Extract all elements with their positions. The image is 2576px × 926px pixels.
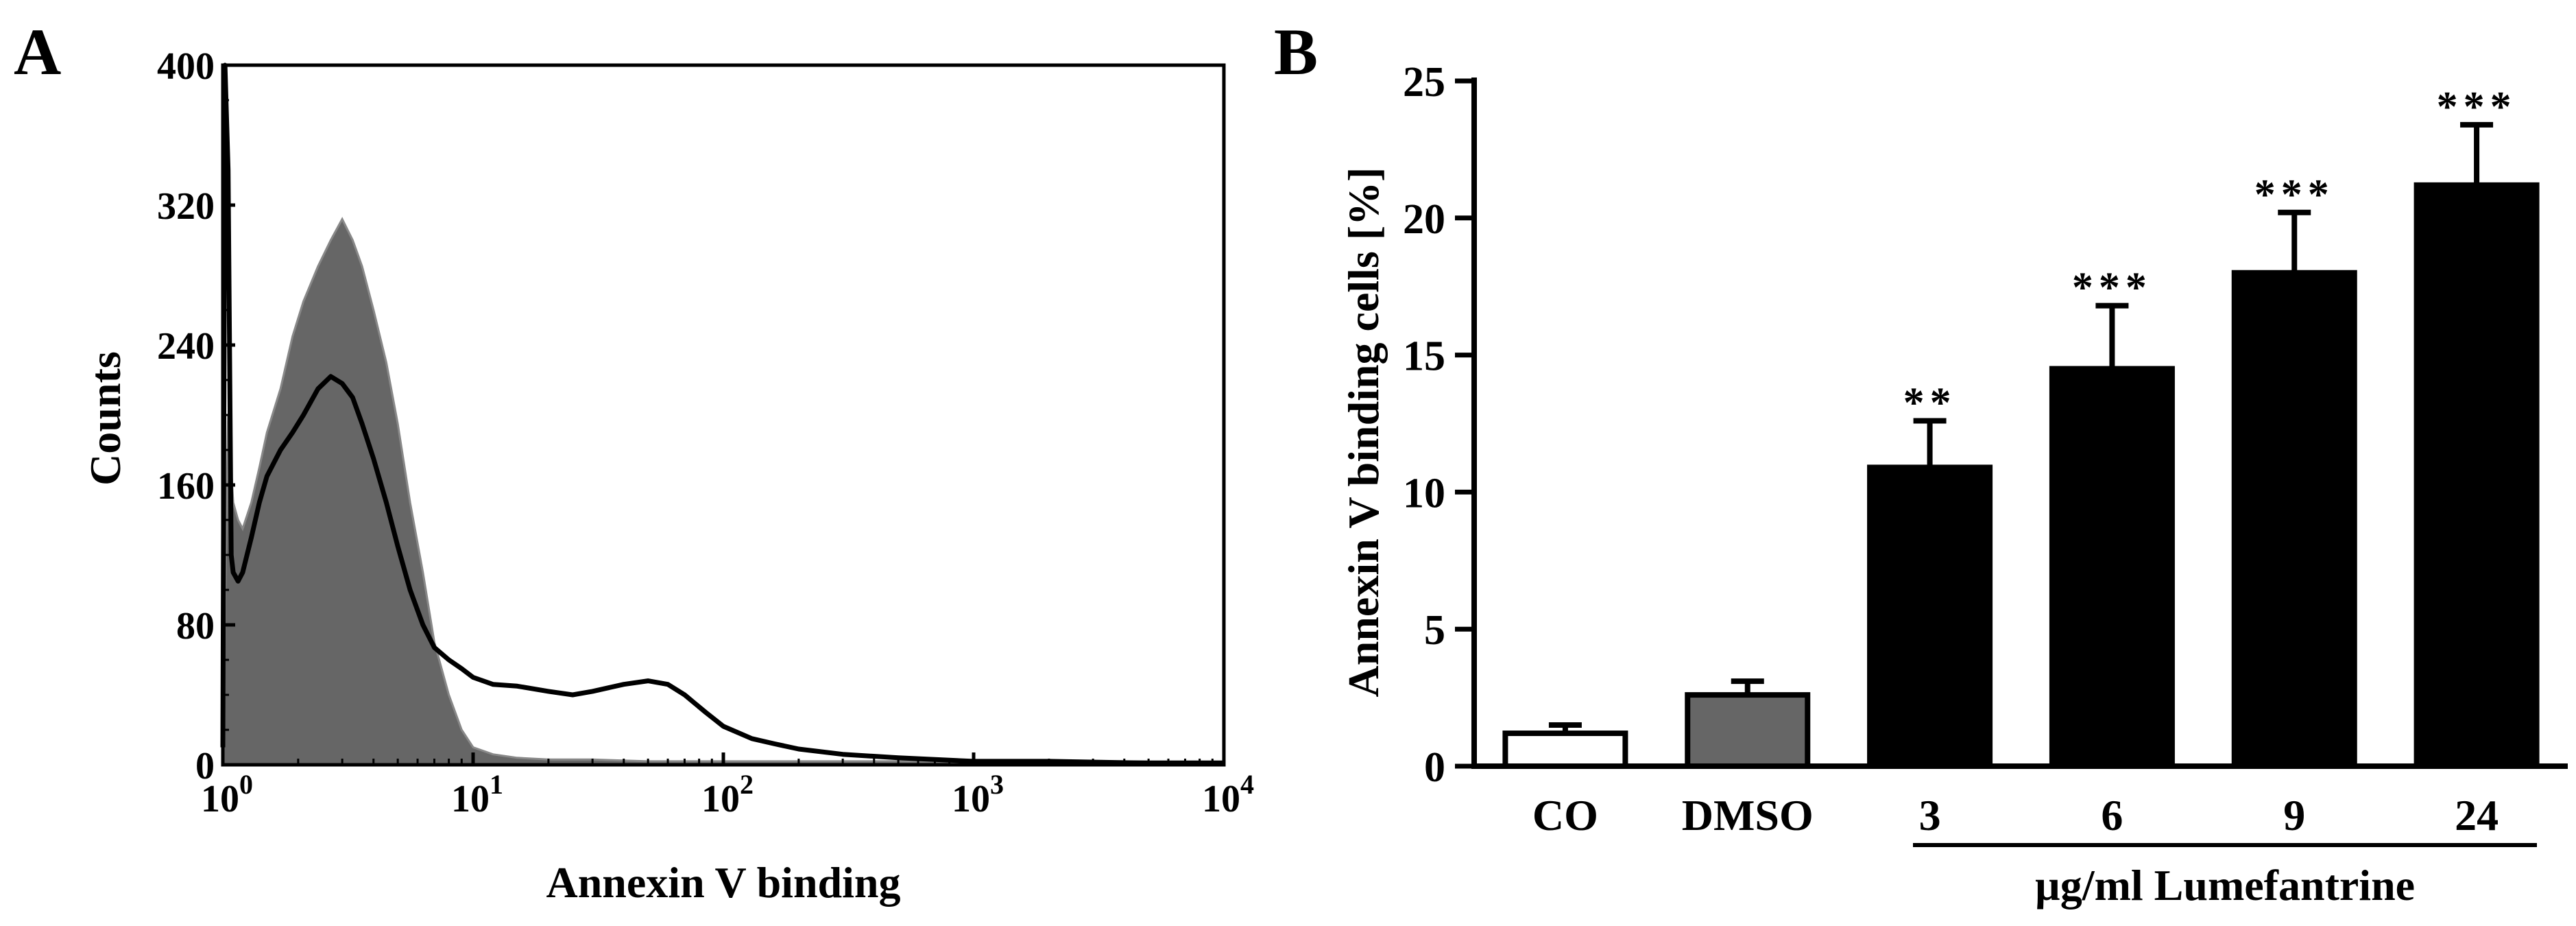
bar-y-tick-label: 0 <box>1424 744 1445 791</box>
x-category-label: CO <box>1532 791 1598 840</box>
y-tick-label: 80 <box>176 605 215 648</box>
filled-histogram-series <box>221 217 1225 766</box>
bar-y-tick-label: 25 <box>1403 59 1445 106</box>
panel-letter-a: A <box>14 15 61 88</box>
bar <box>2231 270 2357 770</box>
x-category-label: 3 <box>1919 791 1941 840</box>
group-label: µg/ml Lumefantrine <box>2035 861 2415 910</box>
bar-plot-area: *********** <box>1502 84 2540 770</box>
bar-y-tick-label: 10 <box>1403 470 1445 517</box>
significance-label: *** <box>2254 171 2335 218</box>
significance-label: ** <box>1903 380 1957 427</box>
y-tick-label: 240 <box>157 325 215 368</box>
histogram-x-axis-title: Annexin V binding <box>546 858 900 907</box>
bar-y-tick-label: 20 <box>1403 196 1445 243</box>
y-tick-label: 160 <box>157 465 215 508</box>
bar <box>2414 182 2540 769</box>
x-tick-label: 104 <box>1202 769 1254 820</box>
x-category-label: 9 <box>2283 791 2305 840</box>
x-tick-label: 102 <box>701 769 754 820</box>
bar <box>1685 692 1811 769</box>
x-category-label: 6 <box>2101 791 2123 840</box>
panel-letter-b: B <box>1274 15 1318 88</box>
x-tick-label: 103 <box>952 769 1004 820</box>
bar <box>1867 464 1993 769</box>
y-tick-label: 320 <box>157 185 215 228</box>
x-category-label: 24 <box>2455 791 2499 840</box>
significance-label: *** <box>2437 84 2517 130</box>
x-tick-label: 101 <box>451 769 503 820</box>
bar-y-tick-label: 15 <box>1403 333 1445 380</box>
histogram-x-axis: 100 101 102 103 104 <box>201 752 1254 820</box>
histogram-y-axis: 0 80 160 240 320 400 <box>157 45 235 787</box>
bar-y-axis-title: Annexin V binding cells [%] <box>1339 167 1388 698</box>
x-tick-label: 100 <box>201 769 253 820</box>
bar-y-tick-label: 5 <box>1424 607 1445 654</box>
bar-axes: CO DMSO 3 6 9 24 0 5 10 15 20 25 <box>1403 59 2568 840</box>
x-category-label: DMSO <box>1682 791 1814 840</box>
panel-a-histogram: 0 80 160 240 320 400 100 101 102 103 104 Counts A… <box>81 45 1254 907</box>
histogram-y-axis-title: Counts <box>81 351 130 486</box>
bar <box>1502 731 1628 769</box>
bar <box>2049 366 2175 769</box>
y-tick-label: 0 <box>195 745 215 787</box>
histogram-plot-area <box>220 62 1225 766</box>
line-histogram-series <box>220 62 1224 765</box>
significance-label: *** <box>2072 265 2152 311</box>
y-tick-label: 400 <box>157 45 215 88</box>
